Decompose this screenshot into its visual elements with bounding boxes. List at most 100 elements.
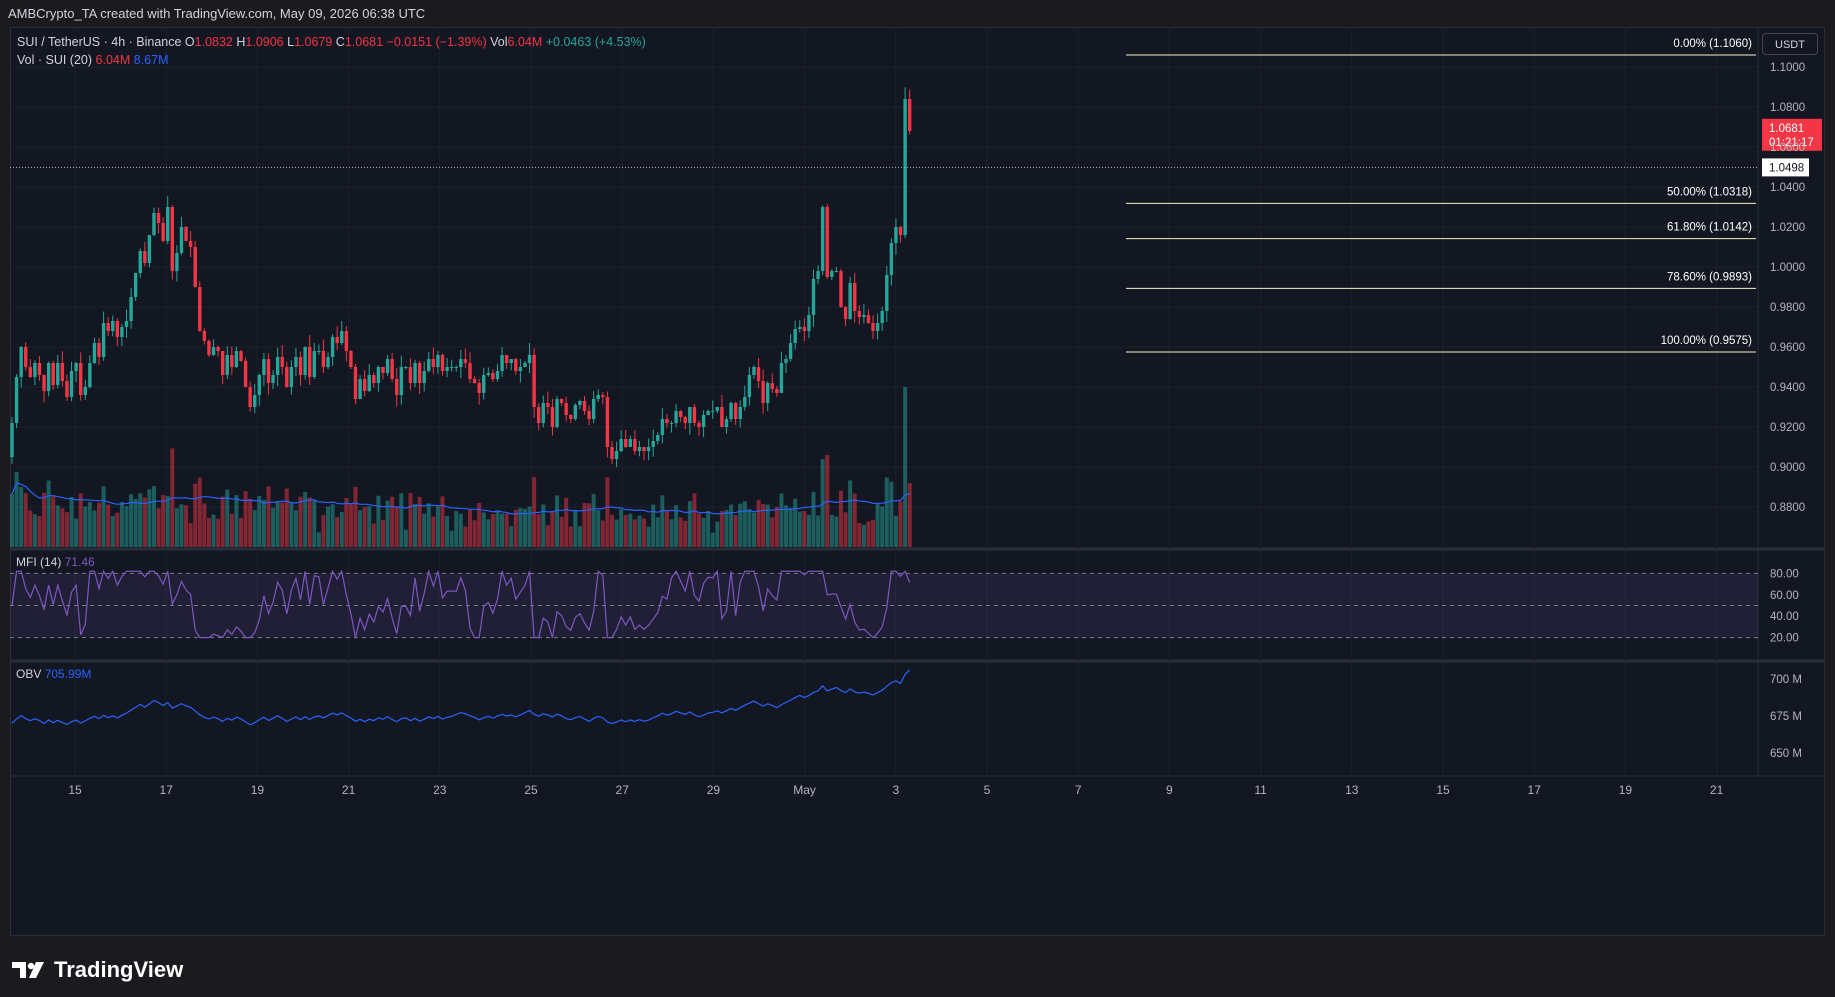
candle-body (830, 271, 834, 277)
candle-body (298, 357, 303, 375)
volume-bar (513, 509, 518, 547)
volume-bar (23, 493, 28, 547)
tradingview-logo[interactable]: TradingView (12, 956, 183, 984)
candle-body (161, 223, 165, 241)
candle-body (798, 327, 802, 329)
candle-body (811, 279, 816, 315)
volume-bar (353, 486, 358, 547)
fib-retracement: 0.00% (1.1060) 50.00% (1.0318) 61.80% (1.0… (1126, 38, 1756, 353)
candle-body (143, 251, 147, 263)
volume-bar (293, 510, 298, 547)
volume-bar (669, 519, 674, 547)
candle-body (807, 315, 811, 331)
volume-bar (202, 503, 207, 547)
price-tick-label: 1.0200 (1770, 222, 1805, 234)
volume-bar (697, 513, 701, 547)
candle-body (51, 363, 55, 385)
time-tick-label: 9 (1166, 783, 1173, 797)
candle-body (555, 399, 559, 427)
chart-canvas[interactable]: 0.00% (1.1060) 50.00% (1.0318) 61.80% (1.0… (10, 27, 1825, 936)
candle-body (216, 347, 220, 351)
volume-bar (591, 494, 596, 547)
candle-body (504, 355, 509, 363)
volume-bar (248, 498, 253, 547)
symbol-label[interactable]: SUI / TetherUS · 4h · Binance (17, 35, 182, 49)
price-tick-label: 0.9800 (1770, 302, 1805, 314)
volume-bar (674, 505, 679, 547)
volume-bar (660, 495, 665, 547)
volume-bar (87, 502, 92, 547)
candle-body (243, 361, 248, 387)
candle-body (152, 213, 156, 235)
candle-body (907, 99, 912, 131)
volume-bar (394, 506, 399, 547)
candle-body (413, 363, 417, 383)
volume-bar (802, 510, 807, 547)
candle-body (10, 423, 14, 457)
volume-bar (619, 509, 624, 547)
time-tick-label: 19 (1619, 783, 1633, 797)
volume-bar (806, 514, 811, 547)
volume-bar (138, 493, 143, 547)
price-tick-label: 1.1000 (1770, 62, 1805, 74)
candle-body (69, 371, 74, 397)
marker-price-tag (1762, 158, 1809, 177)
candle-body (404, 367, 408, 368)
volume-bar (884, 477, 889, 547)
volume-bar (216, 518, 221, 547)
volume-bar (101, 486, 106, 547)
candle-body (692, 407, 697, 423)
volume-bar (848, 480, 853, 547)
volume-bar (509, 526, 514, 547)
time-tick-label: 25 (524, 783, 538, 797)
volume-bar (28, 510, 33, 547)
candle-body (624, 439, 628, 447)
candle-body (362, 379, 367, 391)
candle-body (372, 375, 376, 383)
volume-bar (623, 514, 628, 547)
volume-bar (110, 515, 115, 547)
chart-grid (10, 27, 1825, 777)
time-tick-label: 27 (616, 783, 630, 797)
candle-body (92, 343, 97, 363)
volume-bar (225, 489, 230, 547)
price-tick-label: 0.9200 (1770, 422, 1805, 434)
volume-bar (738, 503, 743, 547)
candle-body (509, 359, 513, 363)
candle-body (454, 367, 458, 368)
candle-body (230, 355, 234, 367)
volume-bar (440, 496, 445, 547)
candle-body (738, 407, 742, 419)
candle-body (898, 227, 903, 235)
candle-body (294, 357, 298, 367)
volume-bar (14, 472, 19, 547)
candle-body (646, 447, 651, 451)
volume-study-label[interactable]: Vol · SUI (20) (17, 53, 93, 67)
volume-bar (857, 523, 862, 547)
candle-body (619, 439, 623, 451)
candle-body (724, 419, 729, 427)
candle-body (651, 441, 655, 447)
volume-bar (628, 513, 633, 547)
price-tick-label: 0.9600 (1770, 342, 1805, 354)
volume-bars (10, 387, 912, 547)
candle-body (802, 327, 807, 331)
candle-body (317, 351, 321, 352)
candle-body (578, 401, 582, 405)
volume-bar (765, 504, 770, 547)
currency-selector[interactable]: USDT (1762, 33, 1818, 55)
candle-body (56, 363, 60, 385)
candle-body (477, 383, 481, 393)
candle-body (266, 359, 271, 383)
candle-body (642, 447, 646, 451)
volume-bar (211, 514, 216, 547)
candle-body (326, 357, 330, 367)
candle-body (321, 351, 326, 367)
candle-body (747, 375, 752, 397)
last-price-text: 1.0681 (1769, 123, 1804, 135)
candlesticks (10, 87, 912, 468)
volume-bar (206, 517, 211, 547)
volume-bar (463, 526, 468, 547)
volume-bar (275, 500, 280, 547)
volume-bar (193, 483, 198, 547)
